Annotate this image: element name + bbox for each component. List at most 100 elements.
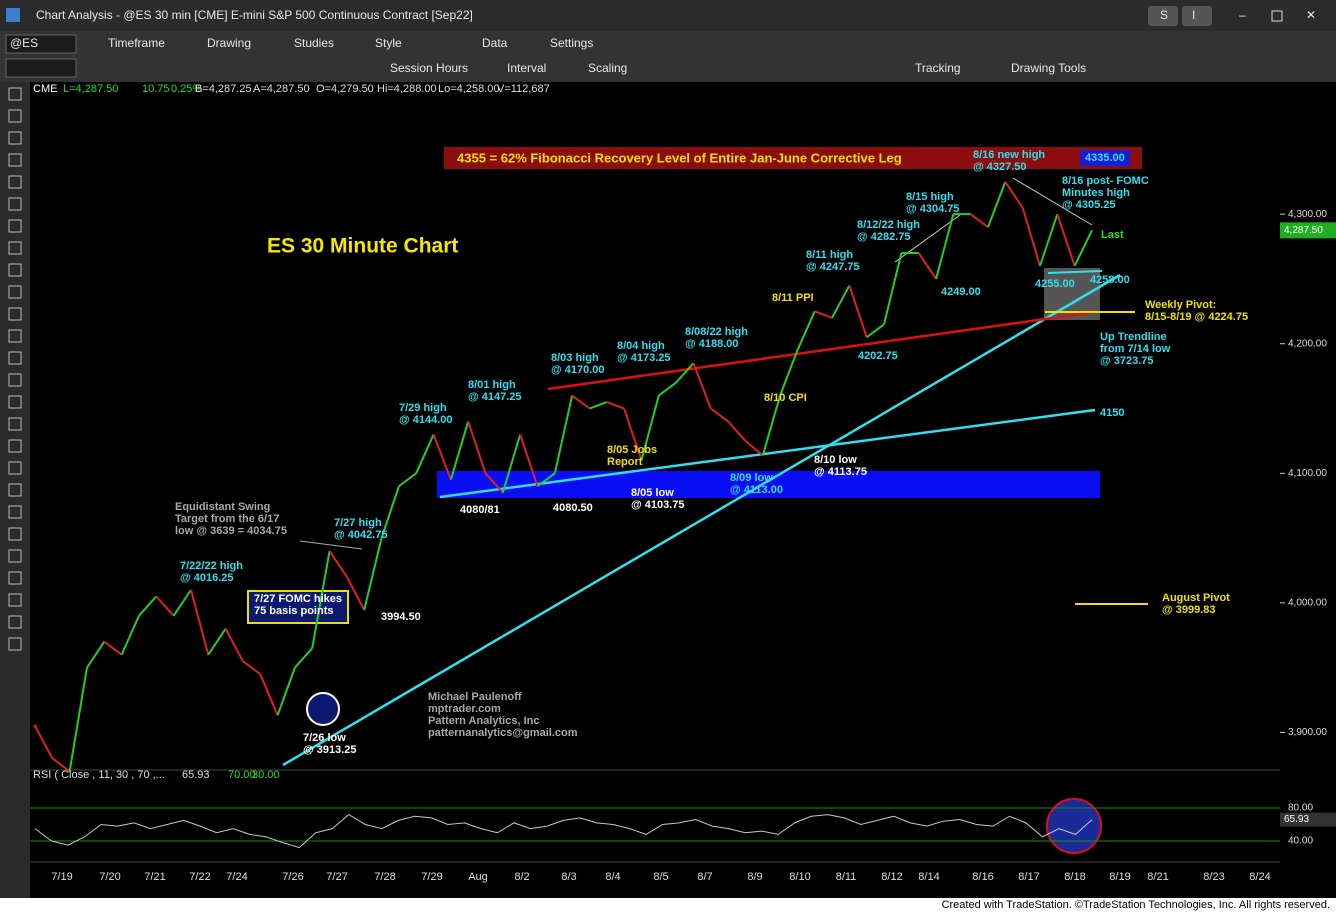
x-tick-label: 7/27	[326, 871, 347, 883]
x-tick-label: 8/3	[561, 871, 576, 883]
price-segment	[761, 395, 782, 456]
tool-icon[interactable]	[8, 505, 22, 519]
price-segment	[553, 395, 574, 474]
annotation: 4249.00	[941, 286, 981, 298]
price-segment	[172, 589, 192, 617]
price-segment	[189, 589, 210, 655]
tool-icon[interactable]	[8, 263, 22, 277]
tool-icon[interactable]	[8, 549, 22, 563]
tool-icon[interactable]	[8, 307, 22, 321]
price-segment	[866, 323, 885, 339]
tool-icon[interactable]	[8, 637, 22, 651]
tool-icon[interactable]	[8, 373, 22, 387]
x-tick-label: 8/10	[789, 871, 810, 883]
annotation: 8/04 high	[617, 340, 665, 352]
y-tick-label: 40.00	[1288, 836, 1313, 847]
price-segment	[207, 628, 227, 656]
app-icon	[6, 8, 20, 22]
price-segment	[120, 615, 140, 656]
tool-icon[interactable]	[8, 527, 22, 541]
toolbar-item[interactable]: Tracking	[915, 61, 961, 75]
y-tick-label: 4,200.00	[1288, 338, 1327, 349]
tool-icon[interactable]	[8, 439, 22, 453]
price-segment	[883, 252, 903, 325]
symbol: @ES	[10, 36, 38, 50]
annotation: @ 4173.25	[617, 352, 671, 364]
status-field: 0.25%	[171, 83, 202, 95]
tool-icon[interactable]	[8, 153, 22, 167]
tool-icon[interactable]	[8, 329, 22, 343]
toolbar-item[interactable]: Timeframe	[108, 36, 165, 50]
tool-icon[interactable]	[8, 483, 22, 497]
annotation: @ 4113.75	[814, 466, 867, 478]
resistance-line	[547, 310, 1096, 391]
x-tick-label: 7/28	[374, 871, 395, 883]
tool-icon[interactable]	[8, 593, 22, 607]
x-tick-label: 8/9	[747, 871, 762, 883]
toolbar-item[interactable]: Studies	[294, 36, 334, 50]
tool-icon[interactable]	[8, 417, 22, 431]
x-tick-label: 8/21	[1147, 871, 1168, 883]
tool-icon[interactable]	[8, 87, 22, 101]
tool-icon[interactable]	[8, 131, 22, 145]
tool-icon[interactable]	[8, 197, 22, 211]
annotation: 75 basis points	[254, 605, 333, 617]
annotation: 4255.00	[1035, 278, 1075, 290]
toolbar-item[interactable]: Style	[375, 36, 402, 50]
rsi-last-box	[1280, 812, 1336, 827]
y-tick-label: 3,900.00	[1288, 727, 1327, 738]
symbol-input[interactable]	[5, 34, 77, 54]
x-tick-label: 8/14	[918, 871, 939, 883]
price-segment	[1021, 207, 1041, 267]
status-field: A=4,287.50	[253, 83, 310, 95]
tool-icon[interactable]	[8, 285, 22, 299]
toolbar-item[interactable]: Settings	[550, 36, 593, 50]
interval-input[interactable]	[5, 58, 77, 78]
low-line	[1047, 270, 1103, 274]
tool-icon[interactable]	[8, 615, 22, 629]
tool-icon[interactable]	[8, 109, 22, 123]
annotation: 8/16 post- FOMC	[1062, 175, 1149, 187]
price-segment	[155, 595, 175, 617]
annotation: 7/27 FOMC hikes	[254, 593, 342, 605]
price-segment	[692, 362, 712, 409]
toolbar-item[interactable]: Data	[482, 36, 508, 50]
price-segment	[536, 472, 556, 488]
price-segment	[519, 434, 539, 487]
price-segment	[589, 401, 608, 410]
tool-icon[interactable]	[8, 571, 22, 585]
annotation: 7/26 low	[303, 732, 346, 744]
price-segment	[779, 349, 799, 396]
maximize[interactable]	[1271, 10, 1283, 22]
x-tick-label: 8/16	[972, 871, 993, 883]
tool-icon[interactable]	[8, 461, 22, 475]
price-segment	[831, 284, 851, 319]
annotation: 4335.00	[1085, 152, 1125, 164]
tool-icon[interactable]	[8, 351, 22, 365]
annotation: 8/12/22 high	[857, 219, 920, 231]
window-button[interactable]	[1148, 6, 1178, 26]
window-button[interactable]	[1182, 6, 1212, 26]
tool-icon[interactable]	[8, 395, 22, 409]
tool-icon[interactable]	[8, 241, 22, 255]
toolbar-item[interactable]: Session Hours	[390, 61, 468, 75]
price-segment	[34, 725, 54, 759]
toolbar-item[interactable]: Drawing	[207, 36, 251, 50]
price-segment	[1039, 213, 1059, 267]
annotation: @ 3723.75	[1100, 355, 1154, 367]
x-tick-label: 7/19	[51, 871, 72, 883]
tool-icon[interactable]	[8, 175, 22, 189]
status-field: Hi=4,288.00	[377, 83, 437, 95]
close[interactable]: ✕	[1306, 8, 1316, 22]
toolbar-item[interactable]: Interval	[507, 61, 546, 75]
price-segment	[658, 381, 677, 397]
minimize[interactable]: –	[1239, 8, 1246, 22]
toolbar-item[interactable]: Scaling	[588, 61, 627, 75]
price-segment	[640, 395, 660, 461]
toolbar-item[interactable]: Drawing Tools	[1011, 61, 1086, 75]
tool-icon[interactable]	[8, 219, 22, 233]
price-segment	[467, 421, 487, 474]
annotation: 7/29 high	[399, 402, 447, 414]
annotation: Last	[1101, 229, 1124, 241]
